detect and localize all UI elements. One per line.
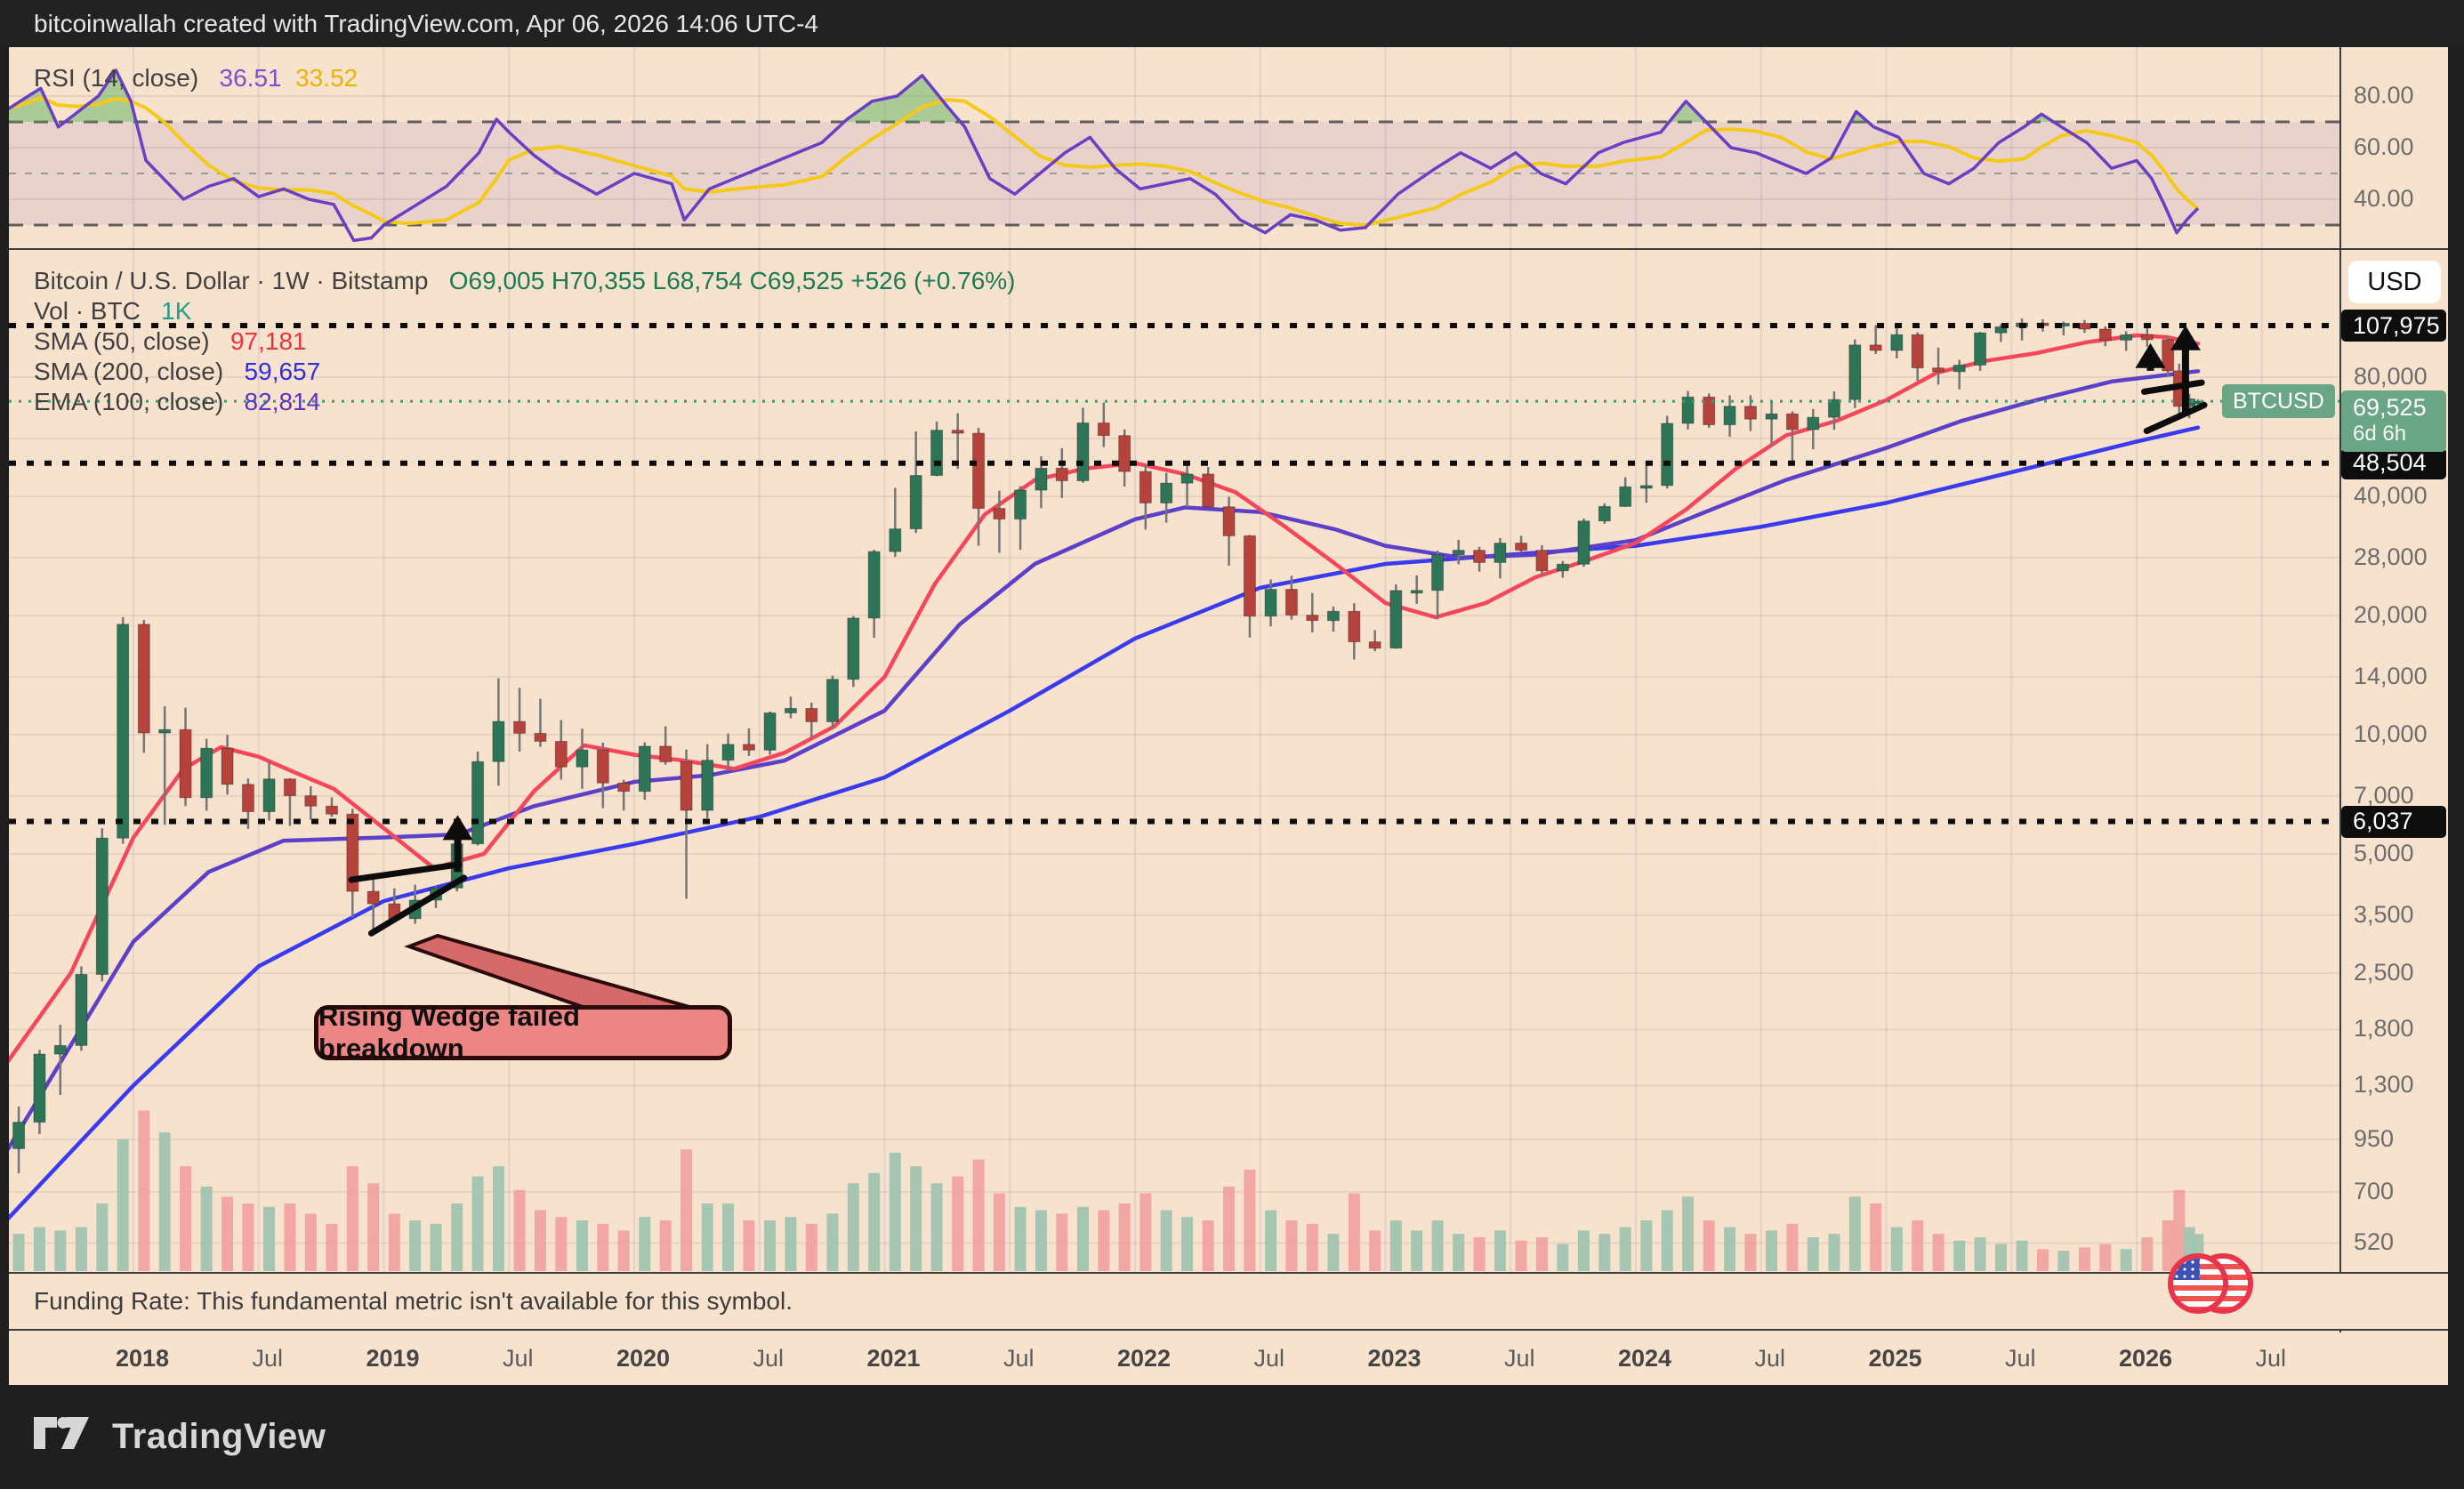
price-axis-tick: 80,000 xyxy=(2354,363,2428,390)
time-axis-label: 2019 xyxy=(366,1345,420,1372)
time-axis-label: Jul xyxy=(2255,1345,2287,1372)
level-price-tag: 48,504 xyxy=(2341,447,2446,479)
price-axis-tick: 700 xyxy=(2354,1177,2395,1204)
price-axis-tick: 5,000 xyxy=(2354,839,2414,866)
time-axis[interactable]: 2018 Jul 2019 Jul 2020 Jul 2021 Jul 2022 Jul 2023 J… xyxy=(9,1332,2448,1385)
time-axis-label: 2026 xyxy=(2118,1345,2173,1372)
time-axis-label: Jul xyxy=(1253,1345,1285,1372)
title-bar: bitcoinwallah created with TradingView.c… xyxy=(0,0,2464,47)
price-axis-tick: 1,300 xyxy=(2354,1071,2414,1099)
volume-label: Vol · BTC xyxy=(34,297,141,325)
rsi-axis-tick: 60.00 xyxy=(2354,133,2414,160)
chart-funding-separator xyxy=(9,1272,2448,1274)
sma50-value: 97,181 xyxy=(229,327,307,355)
rsi-main-separator[interactable] xyxy=(9,248,2448,250)
price-axis-tick: 950 xyxy=(2354,1124,2395,1152)
tradingview-wordmark[interactable]: TradingView xyxy=(112,1417,326,1456)
time-axis-label: Jul xyxy=(1003,1345,1035,1372)
last-price-tag: 69,525 6d 6h xyxy=(2341,390,2446,452)
price-axis[interactable]: USD 80.0060.0040.0080,00056,00040,00028,… xyxy=(2341,47,2448,1385)
rising-wedge-callout[interactable]: Rising Wedge failed breakdown xyxy=(314,1001,732,1064)
ema100-label: EMA (100, close) xyxy=(34,388,224,415)
time-axis-label: 2018 xyxy=(115,1345,170,1372)
ema100-legend[interactable]: EMA (100, close) 82,814 xyxy=(34,388,320,416)
rsi-legend[interactable]: RSI (14, close) 36.51 33.52 xyxy=(34,64,358,93)
pair-flags-icon xyxy=(2168,1253,2253,1316)
symbol-price-label: BTCUSD xyxy=(2222,384,2335,419)
sma200-value: 59,657 xyxy=(244,358,321,385)
us-flag-icon xyxy=(2168,1253,2228,1314)
time-axis-label: Jul xyxy=(1503,1345,1535,1372)
sma200-label: SMA (200, close) xyxy=(34,358,224,385)
time-axis-label: 2023 xyxy=(1367,1345,1421,1372)
bar-countdown: 6d 6h xyxy=(2353,422,2407,447)
price-axis-tick: 10,000 xyxy=(2354,720,2428,747)
ohlc-values: O69,005 H70,355 L68,754 C69,525 +526 (+0… xyxy=(448,267,1016,294)
rsi-axis-tick: 80.00 xyxy=(2354,82,2414,109)
volume-legend[interactable]: Vol · BTC 1K xyxy=(34,297,191,326)
ema100-value: 82,814 xyxy=(244,388,321,415)
watermark-text: bitcoinwallah created with TradingView.c… xyxy=(34,9,818,37)
currency-toggle-button[interactable]: USD xyxy=(2348,261,2441,303)
price-chart-svg[interactable] xyxy=(9,47,2448,1272)
level-price-tag: 107,975 xyxy=(2341,310,2446,342)
time-axis-label: Jul xyxy=(1754,1345,1786,1372)
price-axis-tick: 20,000 xyxy=(2354,600,2428,628)
price-axis-tick: 28,000 xyxy=(2354,543,2428,570)
chart-canvas[interactable] xyxy=(9,47,2448,1272)
time-axis-label: Jul xyxy=(753,1345,785,1372)
volume-value: 1K xyxy=(161,297,192,325)
time-axis-label: 2022 xyxy=(1116,1345,1172,1372)
level-price-tag: 6,037 xyxy=(2341,805,2446,838)
rsi-axis-tick: 40.00 xyxy=(2354,185,2414,212)
time-axis-label: 2024 xyxy=(1617,1345,1672,1372)
price-axis-separator xyxy=(2339,47,2341,1385)
time-axis-label: Jul xyxy=(502,1345,534,1372)
price-axis-tick: 40,000 xyxy=(2354,481,2428,509)
rsi-value: 36.51 xyxy=(219,64,282,92)
price-axis-tick: 520 xyxy=(2354,1228,2395,1256)
funding-rate-row: Funding Rate: This fundamental metric is… xyxy=(9,1274,2448,1331)
sma50-label: SMA (50, close) xyxy=(34,327,210,355)
rsi-label: RSI (14, close) xyxy=(34,64,199,92)
time-axis-label: 2021 xyxy=(866,1345,921,1372)
sma200-legend[interactable]: SMA (200, close) 59,657 xyxy=(34,358,320,386)
footer-bar: TradingView xyxy=(0,1385,2464,1489)
tradingview-logo-icon[interactable] xyxy=(34,1416,89,1458)
funding-rate-text: Funding Rate: This fundamental metric is… xyxy=(34,1287,793,1315)
price-axis-tick: 14,000 xyxy=(2354,662,2428,689)
symbol-legend[interactable]: Bitcoin / U.S. Dollar · 1W · Bitstamp O6… xyxy=(34,267,1016,295)
sma50-legend[interactable]: SMA (50, close) 97,181 xyxy=(34,327,307,356)
price-axis-tick: 7,000 xyxy=(2354,781,2414,809)
chart-background xyxy=(9,47,2448,1385)
symbol-price-label-text: BTCUSD xyxy=(2233,388,2324,414)
price-axis-tick: 2,500 xyxy=(2354,958,2414,986)
time-axis-label: Jul xyxy=(2004,1345,2036,1372)
time-axis-label: 2025 xyxy=(1868,1345,1922,1372)
rsi-ma-value: 33.52 xyxy=(295,64,358,92)
last-price-value: 69,525 xyxy=(2353,394,2427,422)
callout-text: Rising Wedge failed breakdown xyxy=(318,1001,580,1064)
price-axis-tick: 1,800 xyxy=(2354,1015,2414,1042)
time-axis-label: Jul xyxy=(252,1345,284,1372)
price-axis-tick: 3,500 xyxy=(2354,900,2414,928)
symbol-title: Bitcoin / U.S. Dollar · 1W · Bitstamp xyxy=(34,267,429,294)
time-axis-label: 2020 xyxy=(616,1345,671,1372)
